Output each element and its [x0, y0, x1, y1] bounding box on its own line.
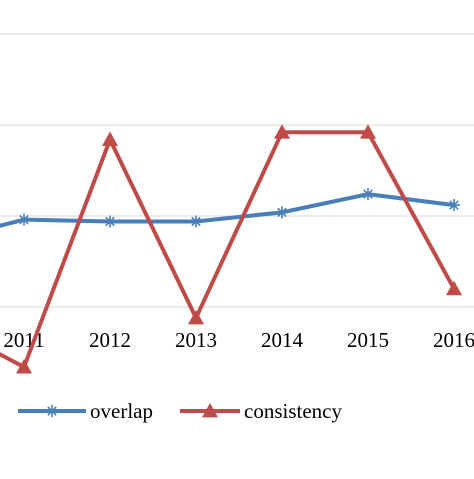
data-point-overlap	[104, 215, 116, 228]
data-point-consistency	[274, 124, 290, 139]
data-point-consistency	[102, 131, 118, 146]
legend: overlap consistency	[18, 399, 342, 423]
data-point-overlap	[362, 188, 374, 201]
x-tick-label: 2016	[433, 328, 474, 352]
data-point-overlap	[190, 215, 202, 228]
legend-label: consistency	[244, 399, 342, 423]
x-tick-label: 2015	[347, 328, 389, 352]
legend-item-consistency: consistency	[180, 399, 342, 423]
series-lines	[0, 124, 462, 374]
x-tick-label: 2013	[175, 328, 217, 352]
legend-marker	[46, 405, 58, 417]
x-tick-label: 2014	[261, 328, 304, 352]
data-point-consistency	[16, 359, 32, 374]
data-point-overlap	[448, 199, 460, 212]
series-line-overlap	[0, 192, 455, 228]
legend-label: overlap	[90, 399, 153, 423]
data-point-consistency	[446, 280, 462, 296]
legend-item-overlap: overlap	[18, 399, 153, 423]
x-tick-label: 2012	[89, 328, 131, 352]
data-point-overlap	[276, 206, 288, 219]
x-axis-tick-labels: 2010201120122013201420152016	[3, 328, 474, 352]
data-point-consistency	[360, 124, 376, 139]
data-point-consistency	[188, 309, 204, 325]
data-point-overlap	[18, 213, 30, 226]
legend-marker	[202, 403, 218, 418]
series-consistency	[0, 124, 462, 374]
gridlines	[0, 33, 474, 308]
series-overlap	[0, 188, 460, 228]
